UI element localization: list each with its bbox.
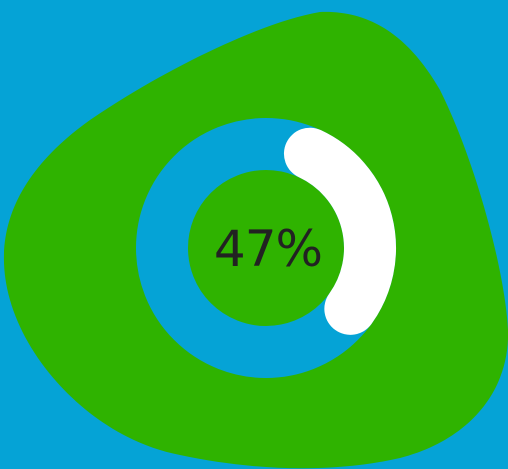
progress-arc bbox=[283, 127, 396, 335]
blob-shape bbox=[3, 11, 508, 469]
progress-label: 47% bbox=[213, 220, 323, 278]
